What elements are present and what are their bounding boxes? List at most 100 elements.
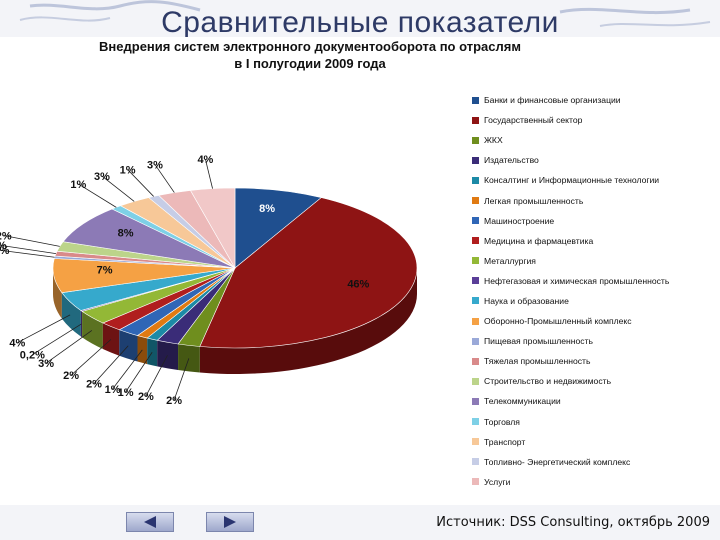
leader-line	[145, 355, 168, 397]
legend-item: Легкая промышленность	[472, 190, 720, 210]
pie-slice	[189, 187, 236, 270]
legend-label: Легкая промышленность	[484, 195, 584, 206]
legend-item: Строительство и недвижимость	[472, 371, 720, 391]
legend-swatch	[472, 156, 479, 164]
legend-label: Топливно- Энергетический комплекс	[484, 456, 631, 467]
pie-slice	[199, 197, 418, 349]
leader-line	[17, 314, 71, 344]
legend-label: Нефтегазовая и химическая промышленность	[484, 275, 670, 286]
legend-label: Медицина и фармацевтика	[484, 235, 594, 246]
legend-item: Медицина и фармацевтика	[472, 231, 720, 251]
legend-item: Оборонно-Промышленный комплекс	[472, 311, 720, 331]
legend-item: Телекоммуникации	[472, 391, 720, 411]
legend-label: ЖКХ	[484, 135, 503, 146]
legend-item: Банки и финансовые организации	[472, 90, 720, 110]
data-label: 8%	[118, 227, 134, 239]
data-label: 8%	[259, 203, 275, 215]
legend-label: Государственный сектор	[484, 115, 583, 126]
pie-slice	[62, 208, 236, 269]
data-label: 4%	[197, 154, 213, 166]
legend-swatch	[472, 257, 479, 265]
leader-line	[70, 339, 112, 376]
data-label: 7%	[97, 265, 113, 277]
next-slide-button[interactable]	[206, 512, 254, 532]
legend-label: Торговля	[484, 416, 520, 427]
data-label: 46%	[347, 278, 369, 290]
source-note: Источник: DSS Consulting, октябрь 2009	[436, 515, 710, 530]
slide-title: Сравнительные показатели	[161, 6, 559, 39]
legend-label: Машиностроение	[484, 215, 555, 226]
chart-legend: Банки и финансовые организации Государств…	[472, 90, 720, 492]
legend-swatch	[472, 337, 479, 345]
pie-slice-side	[102, 323, 120, 356]
legend-item: Государственный сектор	[472, 110, 720, 130]
legend-swatch	[472, 277, 479, 285]
legend-label: Услуги	[484, 476, 511, 487]
leader-line	[32, 323, 82, 356]
legend-label: Телекоммуникации	[484, 396, 561, 407]
legend-swatch	[472, 197, 479, 205]
legend-label: Транспорт	[484, 436, 526, 447]
data-label: 0,2%	[20, 350, 45, 362]
legend-item: Наука и образование	[472, 291, 720, 311]
legend-item: Услуги	[472, 472, 720, 492]
data-label: 2%	[0, 230, 12, 242]
legend-swatch	[472, 418, 479, 426]
legend-swatch	[472, 217, 479, 225]
legend-label: Строительство и недвижимость	[484, 376, 612, 387]
leader-line	[125, 352, 153, 393]
legend-swatch	[472, 377, 479, 385]
data-label: 1%	[118, 387, 134, 399]
data-label: 0,5%	[0, 245, 10, 257]
legend-swatch	[472, 458, 479, 466]
legend-swatch	[472, 96, 479, 104]
pie-slice-side	[147, 338, 158, 367]
leader-line	[127, 169, 154, 197]
data-label: 2%	[63, 370, 79, 382]
legend-swatch	[472, 317, 479, 325]
pie-slice-side	[178, 343, 200, 373]
pie-slice-side	[119, 329, 138, 362]
data-label: 2%	[138, 391, 154, 403]
legend-swatch	[472, 116, 479, 124]
pie-slice-side	[199, 268, 417, 374]
data-label: 1%	[0, 240, 7, 252]
legend-item: Нефтегазовая и химическая промышленность	[472, 271, 720, 291]
leader-line	[0, 249, 55, 258]
leader-line	[173, 358, 190, 401]
legend-item: Пищевая промышленность	[472, 331, 720, 351]
legend-label: Оборонно-Промышленный комплекс	[484, 316, 632, 327]
legend-label: Банки и финансовые организации	[484, 95, 621, 106]
legend-label: Пищевая промышленность	[484, 336, 593, 347]
leader-line	[3, 235, 60, 247]
pie-slice-side	[61, 292, 81, 337]
legend-swatch	[472, 357, 479, 365]
data-label: 3%	[94, 171, 110, 183]
triangle-right-icon	[224, 516, 236, 528]
legend-item: Издательство	[472, 150, 720, 170]
legend-item: ЖКХ	[472, 130, 720, 150]
legend-item: Торговля	[472, 412, 720, 432]
legend-swatch	[472, 397, 479, 405]
legend-swatch	[472, 237, 479, 245]
legend-item: Тяжелая промышленность	[472, 351, 720, 371]
pie-slice	[234, 187, 322, 269]
pie-slice-side	[157, 340, 179, 370]
data-label: 1%	[105, 384, 121, 396]
leader-line	[0, 244, 57, 255]
leader-line	[93, 345, 129, 384]
legend-label: Металлургия	[484, 255, 536, 266]
data-label: 3%	[147, 159, 163, 171]
legend-item: Металлургия	[472, 251, 720, 271]
triangle-left-icon	[144, 516, 156, 528]
legend-label: Наука и образование	[484, 295, 569, 306]
legend-label: Тяжелая промышленность	[484, 356, 591, 367]
legend-label: Консалтинг и Информационные технологии	[484, 175, 660, 186]
legend-label: Издательство	[484, 155, 539, 166]
prev-slide-button[interactable]	[126, 512, 174, 532]
leader-line	[45, 330, 93, 364]
chart-title-line1: Внедрения систем электронного документоо…	[99, 39, 521, 54]
data-label: 1%	[70, 179, 86, 191]
data-label: 1%	[120, 165, 136, 177]
